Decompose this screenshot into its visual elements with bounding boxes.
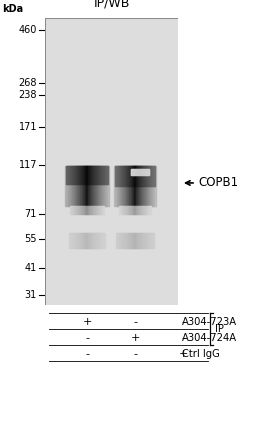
Text: -: -: [181, 333, 185, 343]
Text: +: +: [178, 349, 188, 359]
Text: 460: 460: [19, 25, 37, 35]
Text: 31: 31: [25, 290, 37, 300]
Text: -: -: [133, 349, 137, 359]
Text: -: -: [133, 317, 137, 327]
Text: IP: IP: [215, 324, 224, 334]
Text: 71: 71: [25, 208, 37, 218]
Text: -: -: [181, 317, 185, 327]
Text: -: -: [85, 349, 89, 359]
Text: -: -: [85, 333, 89, 343]
Text: 41: 41: [25, 263, 37, 272]
Text: 171: 171: [18, 122, 37, 132]
Text: Ctrl IgG: Ctrl IgG: [182, 349, 220, 359]
Text: +: +: [130, 333, 140, 343]
Text: kDa: kDa: [2, 4, 23, 14]
Text: 117: 117: [18, 160, 37, 170]
Text: 238: 238: [18, 90, 37, 100]
Text: 55: 55: [25, 234, 37, 244]
Text: +: +: [82, 317, 92, 327]
Text: A304-724A: A304-724A: [182, 333, 237, 343]
Text: COPB1: COPB1: [198, 176, 238, 189]
Text: A304-723A: A304-723A: [182, 317, 237, 327]
Text: 268: 268: [18, 78, 37, 88]
Text: IP/WB: IP/WB: [93, 0, 130, 10]
